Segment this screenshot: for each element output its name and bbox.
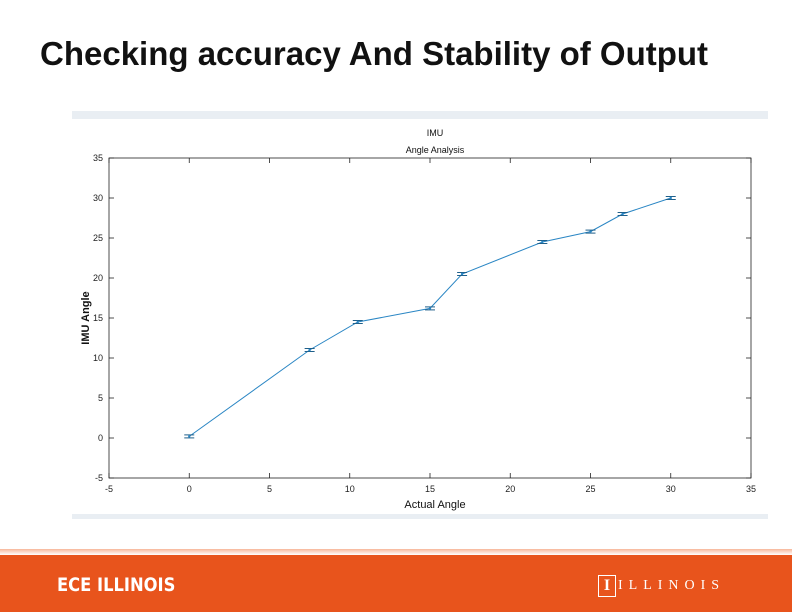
- imu-angle-chart: -5 0 5 10 15 20 25 30 35 -5 0 5 10 15 20 25 30 35 IMU Angle…: [80, 128, 756, 511]
- plot-frame: [108, 157, 752, 479]
- data-point: [669, 196, 672, 200]
- x-tick-label: 30: [666, 484, 676, 494]
- y-tick-label: 20: [93, 273, 103, 283]
- footer-divider: [0, 549, 792, 555]
- data-point: [428, 307, 432, 310]
- x-tick-label: 15: [425, 484, 435, 494]
- y-tick-label: 35: [93, 153, 103, 163]
- y-tick-label: 25: [93, 233, 103, 243]
- data-point: [460, 272, 464, 276]
- y-tick-label: 15: [93, 313, 103, 323]
- series-line: [188, 197, 671, 437]
- data-point: [356, 320, 359, 324]
- x-axis-label: Actual Angle: [404, 499, 465, 511]
- x-tick-label: -5: [105, 484, 113, 494]
- illinois-logo: I ILLINOIS: [598, 575, 725, 597]
- ece-illinois-logo: ECE ILLINOIS: [57, 574, 176, 596]
- y-tick-label: 0: [98, 433, 103, 443]
- illinois-wordmark: ILLINOIS: [618, 578, 726, 593]
- x-tick-label: 25: [585, 484, 595, 494]
- x-tick-label: 5: [267, 484, 272, 494]
- chart-panel: -5 0 5 10 15 20 25 30 35 -5 0 5 10 15 20 25 30 35 IMU Angle…: [72, 111, 768, 519]
- data-point: [188, 435, 191, 438]
- block-i-icon: I: [598, 575, 616, 597]
- y-axis-label: IMU Angle: [80, 291, 92, 344]
- data-point: [308, 348, 311, 352]
- y-tick-label: 30: [93, 193, 103, 203]
- data-point: [621, 212, 624, 216]
- y-tick-label: 5: [98, 393, 103, 403]
- x-tick-label: 0: [187, 484, 192, 494]
- chart-subtitle: Angle Analysis: [406, 145, 465, 155]
- x-tick-label: 35: [746, 484, 756, 494]
- footer-bar: [0, 555, 792, 612]
- slide-title: Checking accuracy And Stability of Outpu…: [40, 35, 709, 72]
- data-point: [589, 230, 592, 233]
- x-tick-label: 20: [505, 484, 515, 494]
- y-tick-label: -5: [95, 473, 103, 483]
- data-point: [541, 240, 544, 244]
- x-tick-label: 10: [345, 484, 355, 494]
- y-tick-label: 10: [93, 353, 103, 363]
- chart-title: IMU: [427, 128, 444, 138]
